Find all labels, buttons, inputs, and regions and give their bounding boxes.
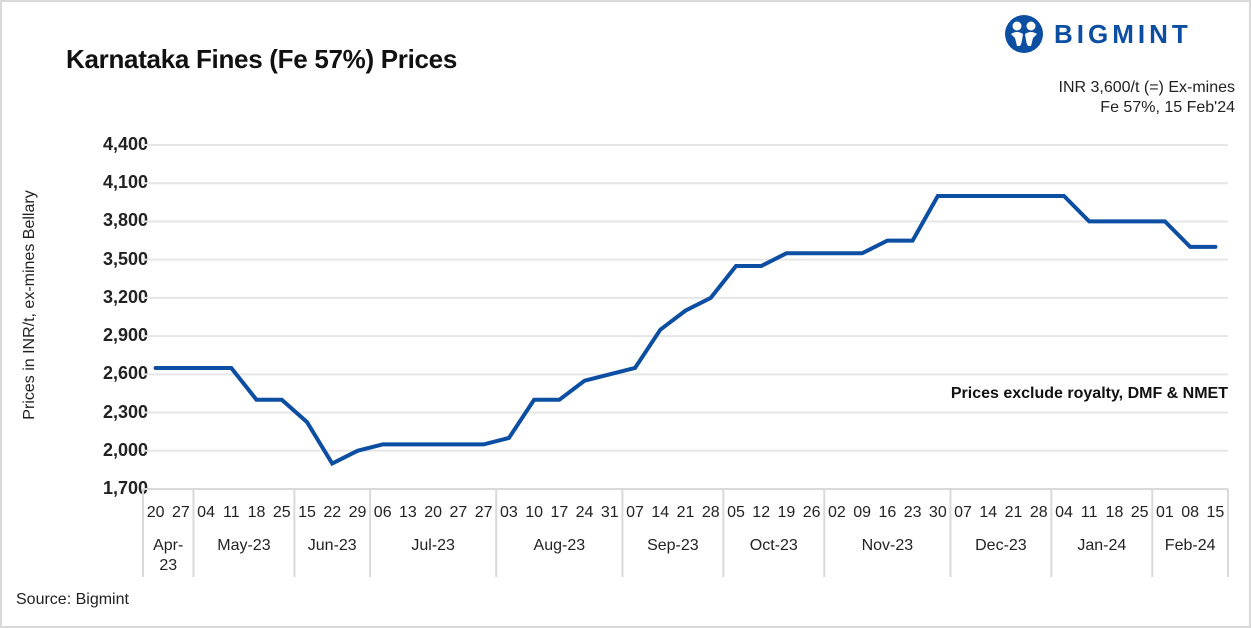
x-week-label: 22: [323, 504, 341, 521]
x-week-label: 04: [1055, 504, 1073, 521]
x-week-label: 24: [576, 504, 594, 521]
x-week-label: 07: [954, 504, 972, 521]
x-week-label: 28: [1030, 504, 1048, 521]
x-week-label: 18: [1106, 504, 1124, 521]
y-tick-label: 3,500: [102, 248, 148, 269]
x-week-label: 03: [500, 504, 518, 521]
y-tick-label: 2,900: [102, 325, 148, 346]
x-month-label: Feb-24: [1165, 537, 1216, 554]
logo-text: BIGMINT: [1054, 18, 1192, 49]
y-tick-label: 2,600: [102, 363, 148, 384]
x-month-label: Jul-23: [411, 537, 455, 554]
x-month-label: May-23: [217, 537, 270, 554]
x-week-label: 20: [424, 504, 442, 521]
x-week-label: 27: [172, 504, 190, 521]
x-week-label: 25: [273, 504, 291, 521]
x-week-label: 19: [778, 504, 796, 521]
x-week-label: 31: [601, 504, 619, 521]
price-note: INR 3,600/t (=) Ex-mines Fe 57%, 15 Feb'…: [1059, 78, 1236, 118]
x-week-label: 09: [853, 504, 871, 521]
x-month-label: Sep-23: [647, 537, 699, 554]
x-month-label: Oct-23: [750, 537, 798, 554]
x-week-label: 14: [651, 504, 669, 521]
x-week-label: 08: [1181, 504, 1199, 521]
x-week-label: 17: [550, 504, 568, 521]
x-month-label: Dec-23: [975, 537, 1027, 554]
x-week-label: 06: [374, 504, 392, 521]
x-week-label: 20: [147, 504, 165, 521]
price-note-line2: Fe 57%, 15 Feb'24: [1100, 99, 1235, 116]
y-tick-label: 2,300: [102, 401, 148, 422]
y-tick-label: 3,800: [102, 210, 148, 231]
x-week-label: 28: [702, 504, 720, 521]
x-week-label: 10: [525, 504, 543, 521]
x-week-label: 13: [399, 504, 417, 521]
chart-title: Karnataka Fines (Fe 57%) Prices: [66, 44, 457, 74]
x-month-label: Apr-: [153, 537, 183, 554]
x-week-label: 11: [1081, 504, 1098, 521]
x-week-label: 11: [223, 504, 240, 521]
x-week-label: 02: [828, 504, 846, 521]
price-line-series: [153, 194, 1218, 467]
x-week-label: 15: [298, 504, 316, 521]
x-month-label: Nov-23: [862, 537, 914, 554]
y-tick-label: 4,400: [102, 134, 148, 154]
x-month-label: Jan-24: [1077, 537, 1126, 554]
y-tick-label: 3,200: [102, 286, 148, 307]
x-week-label: 21: [677, 504, 695, 521]
y-tick-label: 1,700: [102, 478, 148, 498]
x-week-label: 25: [1131, 504, 1149, 521]
x-week-label: 07: [626, 504, 644, 521]
x-week-label: 21: [1005, 504, 1023, 521]
x-month-label: 23: [159, 557, 177, 574]
bigmint-people-icon: [1005, 15, 1043, 53]
source-label: Source: Bigmint: [16, 591, 129, 608]
x-week-label: 23: [904, 504, 922, 521]
x-week-label: 27: [475, 504, 493, 521]
x-week-label: 15: [1206, 504, 1224, 521]
x-week-label: 14: [979, 504, 997, 521]
x-week-label: 01: [1156, 504, 1174, 521]
x-week-label: 05: [727, 504, 745, 521]
x-week-label: 26: [803, 504, 821, 521]
price-note-line1: INR 3,600/t (=) Ex-mines: [1058, 79, 1236, 96]
x-week-label: 29: [349, 504, 367, 521]
x-week-label: 30: [929, 504, 947, 521]
x-week-label: 12: [752, 504, 770, 521]
y-tick-label: 4,100: [102, 172, 148, 193]
y-tick-label: 2,000: [102, 439, 148, 460]
x-month-label: Aug-23: [534, 537, 586, 554]
x-week-label: 18: [248, 504, 266, 521]
x-week-label: 04: [197, 504, 215, 521]
chart-annotation: Prices exclude royalty, DMF & NMET: [950, 385, 1228, 402]
x-week-label: 27: [450, 504, 468, 521]
bigmint-logo: BIGMINT: [1004, 14, 1192, 54]
x-week-label: 16: [878, 504, 896, 521]
x-month-label: Jun-23: [308, 537, 357, 554]
